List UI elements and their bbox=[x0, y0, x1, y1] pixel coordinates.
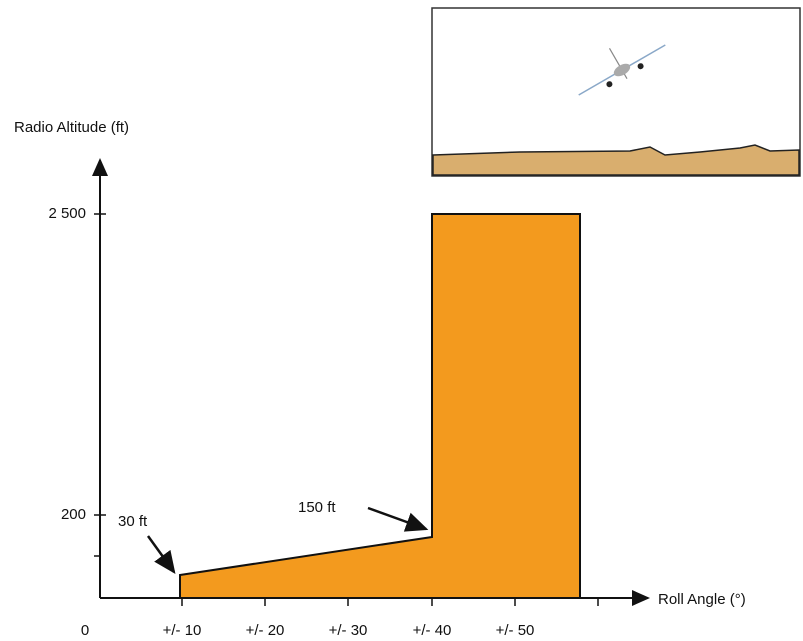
x-tick-label: +/- 10 bbox=[163, 622, 202, 639]
x-tick-label: +/- 30 bbox=[329, 622, 368, 639]
annotation: 30 ft bbox=[118, 513, 148, 530]
origin-label: 0 bbox=[81, 622, 89, 639]
y-tick-label: 2 500 bbox=[48, 205, 86, 222]
x-tick-label: +/- 50 bbox=[496, 622, 535, 639]
x-tick-label: +/- 40 bbox=[413, 622, 452, 639]
envelope-area bbox=[180, 214, 580, 598]
diagram: Radio Altitude (ft) Roll Angle (°) 0 2 5… bbox=[0, 0, 803, 641]
y-axis-label: Radio Altitude (ft) bbox=[14, 119, 129, 136]
annotation-arrow bbox=[148, 536, 174, 572]
page: Radio Altitude (ft) Roll Angle (°) 0 2 5… bbox=[0, 0, 803, 641]
x-axis-label: Roll Angle (°) bbox=[658, 591, 746, 608]
inset-illustration bbox=[432, 8, 800, 176]
annotation-arrow bbox=[368, 508, 426, 529]
annotation: 150 ft bbox=[298, 499, 336, 516]
y-tick-label: 200 bbox=[61, 506, 86, 523]
x-tick-label: +/- 20 bbox=[246, 622, 285, 639]
